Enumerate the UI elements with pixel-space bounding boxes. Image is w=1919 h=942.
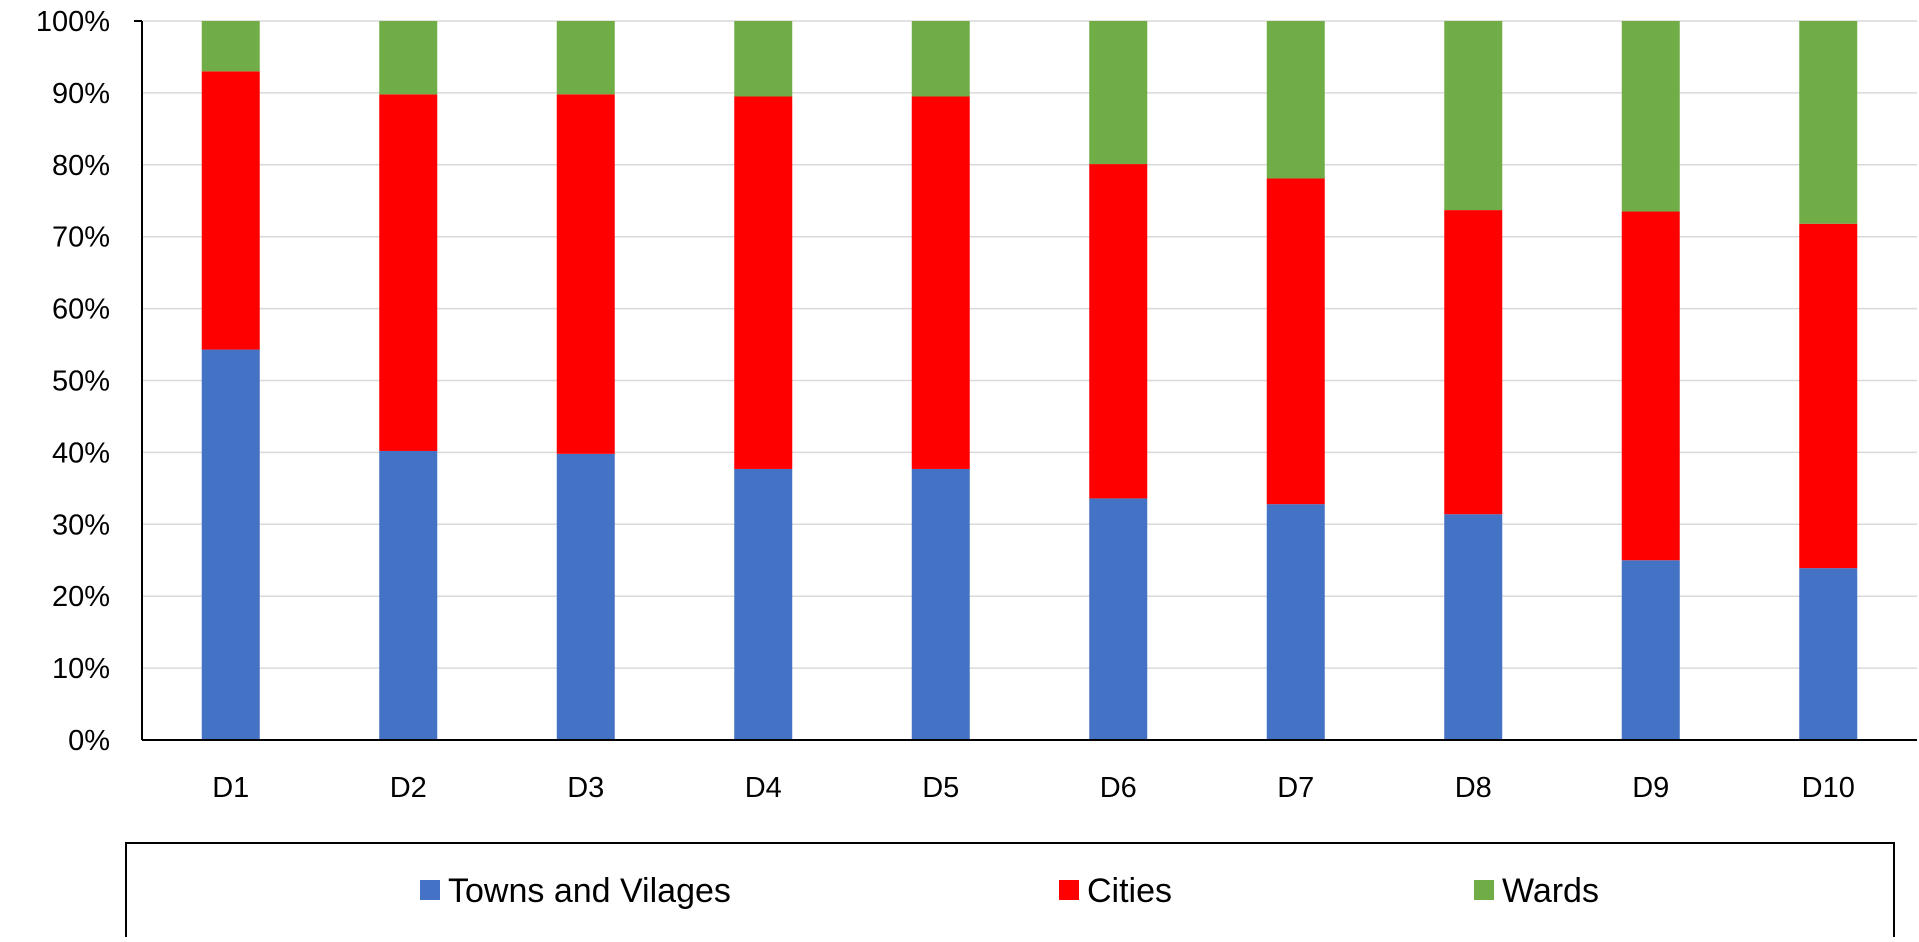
x-tick-label: D5 xyxy=(922,772,959,804)
y-tick-label: 20% xyxy=(52,581,110,613)
bar-cities-d4 xyxy=(734,96,793,469)
bar-wards-d7 xyxy=(1266,21,1325,179)
legend-label: Wards xyxy=(1502,872,1599,910)
bar-wards-d1 xyxy=(201,21,260,72)
legend: Towns and Vilages Cities Wards xyxy=(125,842,1895,940)
bars xyxy=(201,21,1858,740)
x-tick-label: D3 xyxy=(567,772,604,804)
y-tick-label: 30% xyxy=(52,509,110,541)
bar-towns-and-vilages-d8 xyxy=(1444,514,1503,740)
x-tick-labels: D1 D2 D3 D4 D5 D6 D7 D8 D9 D10 xyxy=(212,772,1855,804)
y-tick-label: 90% xyxy=(52,78,110,110)
gridlines xyxy=(142,20,1917,669)
bar-wards-d6 xyxy=(1089,21,1148,165)
y-tick-label: 100% xyxy=(36,6,110,38)
bar-towns-and-vilages-d10 xyxy=(1799,568,1858,740)
axes xyxy=(134,20,1917,741)
bar-cities-d7 xyxy=(1266,178,1325,505)
bar-towns-and-vilages-d7 xyxy=(1266,504,1325,740)
bar-towns-and-vilages-d1 xyxy=(201,349,260,740)
y-tick-label: 50% xyxy=(52,366,110,398)
x-tick-label: D4 xyxy=(745,772,782,804)
y-tick-label: 0% xyxy=(68,725,110,757)
y-tick-label: 40% xyxy=(52,437,110,469)
x-tick-label: D10 xyxy=(1802,772,1855,804)
bar-wards-d4 xyxy=(734,21,793,97)
bar-wards-d3 xyxy=(556,21,615,95)
bar-cities-d3 xyxy=(556,94,615,454)
bar-cities-d5 xyxy=(911,96,970,469)
x-tick-label: D7 xyxy=(1277,772,1314,804)
bar-towns-and-vilages-d2 xyxy=(379,450,438,740)
legend-swatch xyxy=(1059,880,1079,900)
y-tick-label: 60% xyxy=(52,294,110,326)
legend-label: Cities xyxy=(1087,872,1172,910)
legend-box xyxy=(125,842,1895,940)
x-tick-label: D1 xyxy=(212,772,249,804)
bar-cities-d8 xyxy=(1444,210,1503,515)
x-tick-label: D2 xyxy=(390,772,427,804)
x-tick-label: D6 xyxy=(1100,772,1137,804)
y-tick-label: 10% xyxy=(52,653,110,685)
x-tick-label: D8 xyxy=(1455,772,1492,804)
legend-swatch xyxy=(420,880,440,900)
bar-wards-d5 xyxy=(911,21,970,97)
bar-cities-d2 xyxy=(379,94,438,451)
x-tick-label: D9 xyxy=(1632,772,1669,804)
bar-towns-and-vilages-d3 xyxy=(556,453,615,740)
legend-label: Towns and Vilages xyxy=(448,872,731,910)
bar-cities-d9 xyxy=(1621,211,1680,561)
bar-towns-and-vilages-d4 xyxy=(734,468,793,740)
y-tick-label: 70% xyxy=(52,222,110,254)
bar-wards-d9 xyxy=(1621,21,1680,212)
bar-towns-and-vilages-d9 xyxy=(1621,560,1680,740)
bar-cities-d6 xyxy=(1089,164,1148,499)
legend-swatch xyxy=(1474,880,1494,900)
bar-cities-d1 xyxy=(201,71,260,350)
bar-wards-d2 xyxy=(379,21,438,95)
bar-towns-and-vilages-d6 xyxy=(1089,498,1148,740)
bar-towns-and-vilages-d5 xyxy=(911,468,970,740)
bar-wards-d10 xyxy=(1799,21,1858,224)
y-tick-label: 80% xyxy=(52,150,110,182)
bar-wards-d8 xyxy=(1444,21,1503,211)
bar-cities-d10 xyxy=(1799,223,1858,569)
y-tick-labels: 0% 10% 20% 30% 40% 50% 60% 70% 80% 90% 100% xyxy=(36,6,110,757)
